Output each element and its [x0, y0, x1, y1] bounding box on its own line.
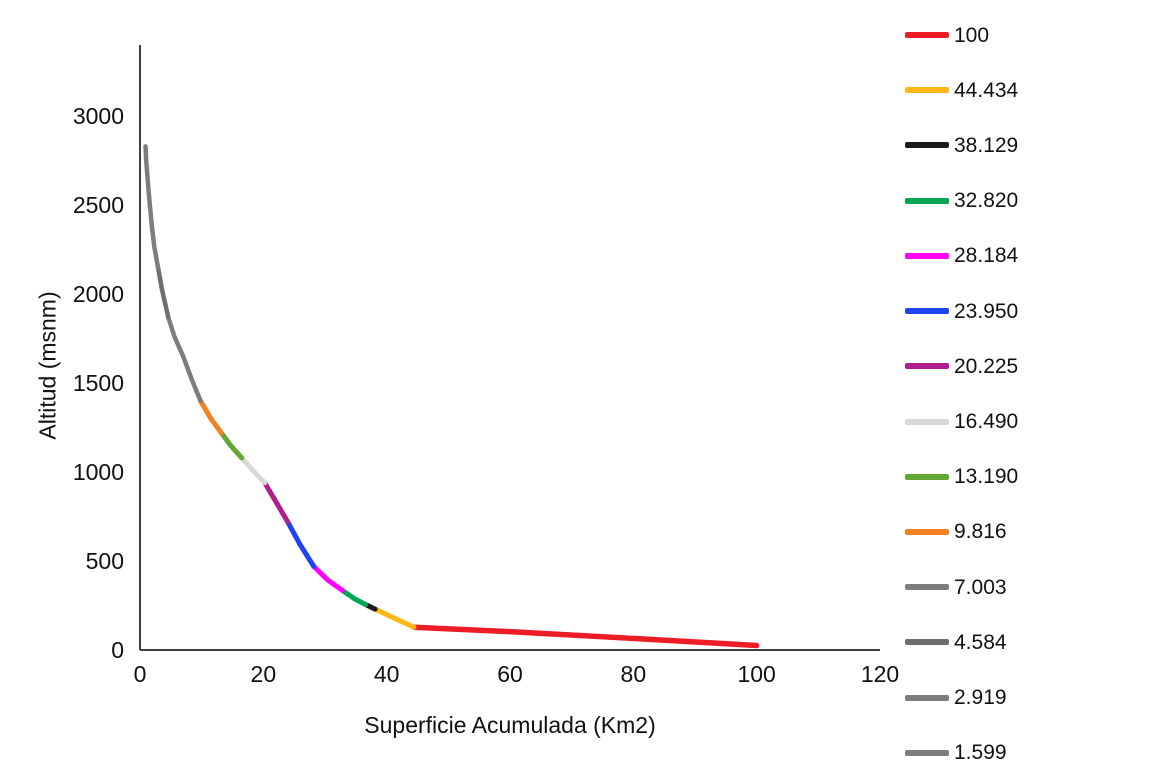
- legend-label: 13.190: [954, 465, 1019, 489]
- legend-swatch: [905, 639, 949, 646]
- y-tick-label: 0: [111, 637, 124, 663]
- y-tick-label: 1000: [73, 459, 124, 485]
- legend-swatch: [905, 32, 949, 38]
- legend-swatch: [905, 142, 949, 149]
- x-tick-label: 40: [374, 661, 400, 687]
- x-tick-label: 20: [251, 661, 277, 687]
- legend-label: 100: [954, 23, 990, 47]
- legend-item: 44.434: [905, 75, 1150, 105]
- legend-label: 44.434: [954, 78, 1019, 102]
- legend-item: 32.820: [905, 186, 1150, 216]
- curve-segment-13.190: [218, 430, 245, 461]
- curve-segment-100: [411, 624, 760, 649]
- legend: 100 44.434 38.129 32.820 28.184 23.950 20.225 1…: [905, 20, 1150, 768]
- legend-item: 9.816: [905, 517, 1150, 547]
- curve-segment-1.599: [143, 144, 153, 208]
- legend-label: 2.919: [954, 686, 1007, 710]
- curve-segment-2.919: [147, 202, 161, 270]
- curve-segment-23.950: [285, 519, 317, 569]
- curve-segment-44.434: [372, 606, 417, 630]
- legend-swatch: [905, 87, 949, 94]
- legend-swatch: [905, 308, 949, 315]
- legend-label: 20.225: [954, 354, 1019, 378]
- legend-swatch: [905, 363, 949, 370]
- x-tick-label: 80: [621, 661, 647, 687]
- legend-item: 20.225: [905, 351, 1150, 381]
- x-tick-label: 100: [737, 661, 775, 687]
- legend-swatch: [905, 694, 949, 701]
- legend-swatch: [905, 197, 949, 204]
- legend-item: 1.599: [905, 738, 1150, 768]
- legend-label: 9.816: [954, 520, 1007, 544]
- legend-item: 38.129: [905, 130, 1150, 160]
- legend-item: 16.490: [905, 407, 1150, 437]
- legend-item: 28.184: [905, 241, 1150, 271]
- legend-item: 4.584: [905, 627, 1150, 657]
- x-axis-title: Superficie Acumulada (Km2): [364, 712, 656, 738]
- legend-item: 2.919: [905, 683, 1150, 713]
- curve-segment-16.490: [239, 455, 268, 486]
- y-tick-label: 2500: [73, 192, 124, 218]
- y-tick-label: 1500: [73, 370, 124, 396]
- curve-segment-32.820: [339, 587, 369, 608]
- legend-swatch: [905, 252, 949, 259]
- legend-label: 1.599: [954, 741, 1007, 765]
- curve-segment-7.003: [166, 315, 203, 404]
- legend-swatch: [905, 749, 949, 756]
- y-tick-label: 2000: [73, 281, 124, 307]
- legend-label: 7.003: [954, 575, 1007, 599]
- legend-swatch: [905, 584, 949, 591]
- x-tick-label: 0: [134, 661, 147, 687]
- plot-area: 0 500 1000 1500 2000 2500 3000 0 20 40 60 80 100 120: [73, 45, 899, 687]
- legend-label: 38.129: [954, 133, 1019, 157]
- legend-label: 23.950: [954, 299, 1019, 323]
- curve-segment-20.225: [262, 480, 291, 525]
- curve-segment-9.816: [198, 398, 224, 436]
- legend-item: 23.950: [905, 296, 1150, 326]
- y-axis-title: Altitud (msnm): [34, 291, 61, 440]
- legend-swatch: [905, 418, 949, 425]
- y-tick-label: 3000: [73, 103, 124, 129]
- curve-segment-28.184: [311, 563, 345, 593]
- legend-swatch: [905, 473, 949, 480]
- legend-label: 4.584: [954, 630, 1007, 654]
- legend-swatch: [905, 528, 949, 535]
- legend-item: 7.003: [905, 572, 1150, 602]
- legend-label: 16.490: [954, 410, 1019, 434]
- y-tick-label: 500: [86, 548, 124, 574]
- legend-item: 13.190: [905, 462, 1150, 492]
- legend-label: 32.820: [954, 189, 1019, 213]
- curve-segment-4.584: [155, 265, 171, 320]
- x-tick-label: 60: [497, 661, 523, 687]
- legend-label: 28.184: [954, 244, 1019, 268]
- legend-item: 100: [905, 20, 1150, 50]
- x-tick-label: 120: [861, 661, 899, 687]
